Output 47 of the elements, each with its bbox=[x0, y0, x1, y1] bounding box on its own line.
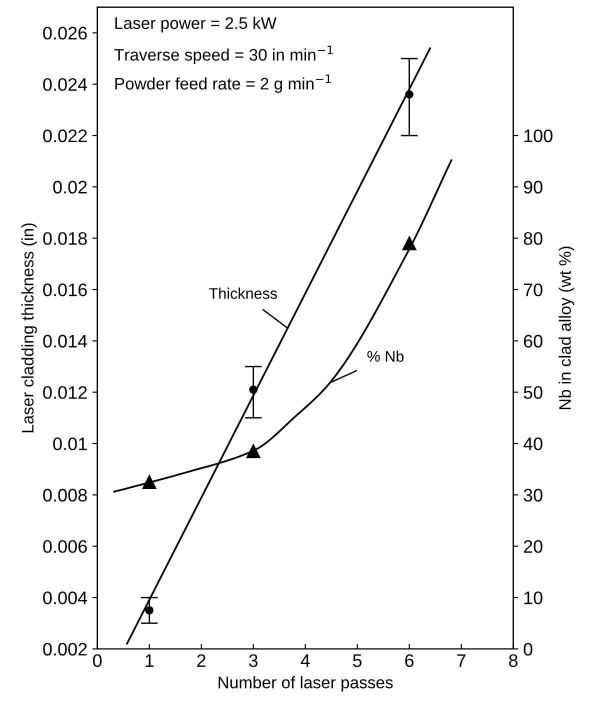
y2-tick-label: 50 bbox=[524, 386, 542, 399]
point bbox=[145, 606, 154, 615]
point bbox=[246, 444, 260, 458]
x-tick-label: 2 bbox=[197, 654, 206, 667]
y-tick-label: 0.02 bbox=[53, 180, 87, 194]
y2-tick-label: 0 bbox=[524, 642, 532, 656]
x-tick-label: 5 bbox=[353, 654, 362, 668]
series-label: % Nb bbox=[367, 350, 404, 362]
x-axis-title: Number of laser passes bbox=[218, 676, 393, 692]
x-tick-label: 7 bbox=[457, 654, 466, 667]
x-tick-label: 0 bbox=[93, 654, 102, 668]
y-tick-label: 0.008 bbox=[43, 488, 87, 502]
series-label: Thickness bbox=[209, 288, 278, 299]
point bbox=[142, 475, 156, 489]
point bbox=[249, 385, 258, 394]
y2-tick-label: 70 bbox=[524, 283, 542, 296]
y2-tick-label: 100 bbox=[524, 129, 552, 142]
y-axis-title: Laser cladding thickness (in) bbox=[21, 223, 37, 432]
y2-axis-title: Nb in clad alloy (wt %) bbox=[558, 246, 574, 410]
annotation: Traverse speed = 30 in min$^{−1}$ bbox=[114, 46, 333, 64]
y-tick-label: 0.006 bbox=[43, 540, 87, 553]
y-tick-label: 0.026 bbox=[43, 26, 87, 40]
annotation: Powder feed rate = 2 g min$^{−1}$ bbox=[115, 74, 331, 93]
y-tick-label: 0.002 bbox=[43, 642, 87, 656]
y2-tick-label: 20 bbox=[524, 540, 542, 553]
y-tick-label: 0.016 bbox=[43, 283, 87, 296]
y2-tick-label: 60 bbox=[524, 334, 542, 348]
y2-tick-label: 30 bbox=[524, 488, 542, 502]
y2-tick-label: 80 bbox=[524, 232, 542, 245]
point bbox=[405, 90, 414, 99]
point bbox=[402, 236, 416, 250]
x-tick-label: 3 bbox=[249, 654, 258, 668]
x-tick-label: 6 bbox=[405, 654, 414, 668]
y-tick-label: 0.01 bbox=[53, 437, 87, 450]
x-tick-label: 4 bbox=[300, 654, 310, 667]
annotation: Laser power = 2.5 kW bbox=[115, 16, 277, 32]
y-tick-label: 0.004 bbox=[43, 591, 88, 604]
y-tick-label: 0.018 bbox=[43, 232, 87, 245]
y-tick-label: 0.012 bbox=[43, 386, 87, 399]
y2-tick-label: 10 bbox=[524, 591, 542, 604]
x-tick-label: 8 bbox=[509, 654, 518, 668]
y2-tick-label: 40 bbox=[523, 437, 542, 450]
y-tick-label: 0.024 bbox=[43, 78, 88, 91]
y2-tick-label: 90 bbox=[524, 180, 542, 194]
y-tick-label: 0.014 bbox=[43, 334, 88, 348]
y-tick-label: 0.022 bbox=[43, 129, 87, 142]
x-tick-label: 1 bbox=[146, 654, 154, 667]
